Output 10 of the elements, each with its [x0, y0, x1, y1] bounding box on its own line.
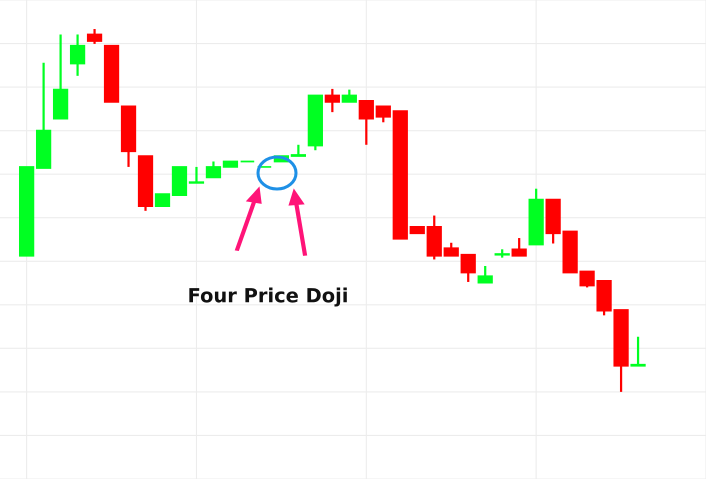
candlestick: [512, 236, 527, 257]
candlestick: [154, 193, 170, 207]
candlestick: [70, 33, 86, 77]
candlestick: [478, 264, 493, 284]
candlestick: [324, 88, 340, 114]
candlestick: [206, 160, 222, 179]
annotation: Four Price Doji: [189, 288, 347, 306]
candlestick: [86, 28, 102, 46]
candlestick: [630, 336, 646, 367]
candlestick: [342, 88, 357, 104]
